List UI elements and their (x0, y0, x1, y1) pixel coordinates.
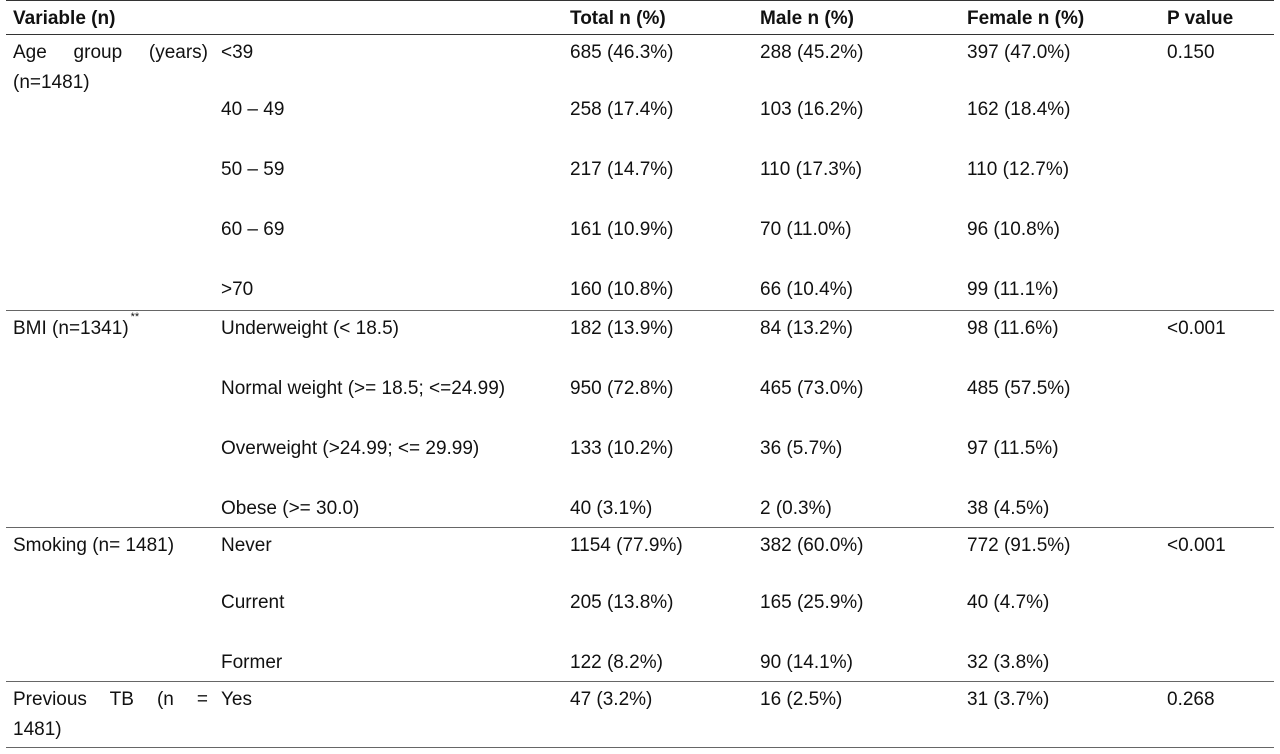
variable-label: Smoking (n= 1481) (13, 535, 175, 556)
p-value-cell: <0.001 (1167, 318, 1226, 339)
header-category (214, 1, 563, 35)
group-smoking: Smoking (n= 1481) Never 1154 (77.9%) 382… (6, 528, 1274, 682)
male-cell: 165 (25.9%) (760, 591, 864, 613)
total-cell: 122 (8.2%) (570, 651, 663, 673)
category-cell: Normal weight (>= 18.5; <=24.99) (221, 377, 506, 399)
category-cell: 60 – 69 (221, 218, 285, 240)
table-row: Previous TB (n = 1481) Yes 47 (3.2%) 16 … (6, 682, 1274, 748)
male-cell: 70 (11.0%) (760, 218, 852, 240)
variable-label: Age group (years) (n=1481) (13, 42, 208, 93)
male-cell: 382 (60.0%) (760, 535, 864, 556)
footnote-marker: ** (130, 311, 140, 323)
total-cell: 133 (10.2%) (570, 437, 674, 459)
category-cell: Overweight (>24.99; <= 29.99) (221, 437, 480, 459)
header-male: Male n (%) (760, 7, 854, 29)
category-cell: >70 (221, 278, 254, 300)
header-p-value: P value (1167, 7, 1234, 29)
table-row: 40 – 49 258 (17.4%) 103 (16.2%) 162 (18.… (6, 95, 1274, 155)
total-cell: 258 (17.4%) (570, 98, 674, 120)
male-cell: 84 (13.2%) (760, 318, 853, 339)
group-bmi: BMI (n=1341)** Underweight (< 18.5) 182 … (6, 311, 1274, 528)
variable-label: Previous TB (n = 1481) (13, 689, 208, 740)
male-cell: 103 (16.2%) (760, 98, 864, 120)
total-cell: 160 (10.8%) (570, 278, 674, 300)
category-cell: 50 – 59 (221, 158, 285, 180)
female-cell: 98 (11.6%) (967, 318, 1059, 339)
variable-label-text: BMI (n=1341) (13, 318, 129, 339)
total-cell: 182 (13.9%) (570, 318, 674, 339)
p-value-cell: 0.150 (1167, 42, 1215, 63)
category-cell: 40 – 49 (221, 98, 285, 120)
total-cell: 217 (14.7%) (570, 158, 674, 180)
category-cell: <39 (221, 42, 254, 63)
male-cell: 110 (17.3%) (760, 158, 863, 180)
male-cell: 66 (10.4%) (760, 278, 853, 300)
header-total: Total n (%) (570, 7, 666, 29)
total-cell: 161 (10.9%) (570, 218, 674, 240)
table-row: Smoking (n= 1481) Never 1154 (77.9%) 382… (6, 528, 1274, 588)
male-cell: 16 (2.5%) (760, 689, 843, 710)
total-cell: 205 (13.8%) (570, 591, 674, 613)
p-value-cell: 0.268 (1167, 689, 1215, 710)
group-age: Age group (years) (n=1481) <39 685 (46.3… (6, 35, 1274, 311)
header-row: Variable (n) Total n (%) Male n (%) Fema… (6, 0, 1274, 35)
total-cell: 1154 (77.9%) (570, 535, 683, 556)
table-row: >70 160 (10.8%) 66 (10.4%) 99 (11.1%) (6, 275, 1274, 311)
table-row: Age group (years) (n=1481) <39 685 (46.3… (6, 35, 1274, 95)
table-row: Obese (>= 30.0) 40 (3.1%) 2 (0.3%) 38 (4… (6, 494, 1274, 528)
table-row: BMI (n=1341)** Underweight (< 18.5) 182 … (6, 311, 1274, 374)
total-cell: 950 (72.8%) (570, 377, 674, 399)
table-header: Variable (n) Total n (%) Male n (%) Fema… (6, 0, 1274, 35)
demographics-table: Variable (n) Total n (%) Male n (%) Fema… (6, 0, 1274, 748)
table-row: 60 – 69 161 (10.9%) 70 (11.0%) 96 (10.8%… (6, 215, 1274, 275)
female-cell: 772 (91.5%) (967, 535, 1071, 556)
female-cell: 32 (3.8%) (967, 651, 1050, 673)
total-cell: 40 (3.1%) (570, 497, 653, 519)
male-cell: 36 (5.7%) (760, 437, 843, 459)
female-cell: 99 (11.1%) (967, 278, 1059, 300)
male-cell: 288 (45.2%) (760, 42, 864, 63)
category-cell: Obese (>= 30.0) (221, 497, 360, 519)
header-variable: Variable (n) (13, 7, 116, 29)
total-cell: 47 (3.2%) (570, 689, 653, 710)
female-cell: 97 (11.5%) (967, 437, 1059, 459)
male-cell: 90 (14.1%) (760, 651, 853, 673)
total-cell: 685 (46.3%) (570, 42, 674, 63)
table-row: 50 – 59 217 (14.7%) 110 (17.3%) 110 (12.… (6, 155, 1274, 215)
male-cell: 465 (73.0%) (760, 377, 864, 399)
table-row: Normal weight (>= 18.5; <=24.99) 950 (72… (6, 374, 1274, 434)
table-row: Current 205 (13.8%) 165 (25.9%) 40 (4.7%… (6, 588, 1274, 648)
variable-label: BMI (n=1341)** (6, 311, 214, 528)
table-row: Former 122 (8.2%) 90 (14.1%) 32 (3.8%) (6, 648, 1274, 682)
female-cell: 110 (12.7%) (967, 158, 1070, 180)
category-cell: Yes (221, 689, 252, 710)
p-value-cell: <0.001 (1167, 535, 1226, 556)
female-cell: 40 (4.7%) (967, 591, 1050, 613)
female-cell: 96 (10.8%) (967, 218, 1060, 240)
category-cell: Underweight (< 18.5) (221, 318, 399, 339)
female-cell: 485 (57.5%) (967, 377, 1071, 399)
female-cell: 162 (18.4%) (967, 98, 1071, 120)
category-cell: Current (221, 591, 285, 613)
female-cell: 397 (47.0%) (967, 42, 1071, 63)
header-female: Female n (%) (967, 7, 1085, 29)
female-cell: 38 (4.5%) (967, 497, 1050, 519)
category-cell: Never (221, 535, 272, 556)
male-cell: 2 (0.3%) (760, 497, 832, 519)
group-previous-tb: Previous TB (n = 1481) Yes 47 (3.2%) 16 … (6, 682, 1274, 748)
category-cell: Former (221, 651, 283, 673)
table-row: Overweight (>24.99; <= 29.99) 133 (10.2%… (6, 434, 1274, 494)
female-cell: 31 (3.7%) (967, 689, 1050, 710)
